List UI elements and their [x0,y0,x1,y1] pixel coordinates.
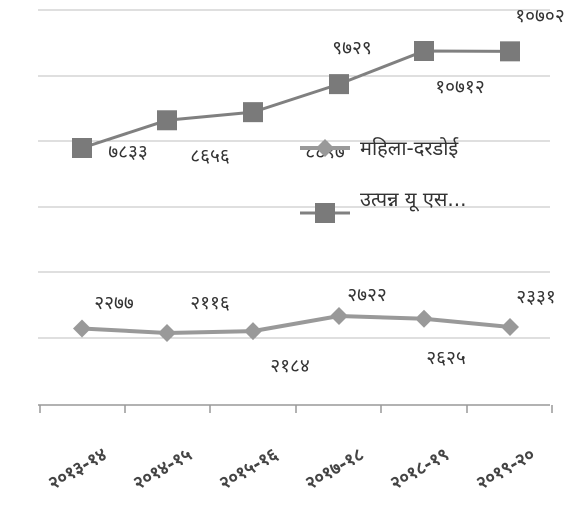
x-tick-label: २०१३-१४ [45,444,111,494]
data-point-square [414,41,434,61]
series-line-income [81,49,511,150]
series-layer [72,41,520,342]
data-point-square [329,74,349,95]
data-label: २६२५ [426,347,466,369]
data-point-diamond [244,322,262,341]
data-point-square [72,138,92,158]
legend-label-income: उत्पन्न यू एस... [360,187,467,212]
data-label: २१८४ [270,355,310,377]
data-point-square [500,41,520,62]
legend: महिला-दरडोई उत्पन्न यू एस... [300,136,467,223]
data-point-square [243,102,263,123]
data-point-square [157,110,177,131]
data-label: २११६ [190,292,230,314]
data-label: २७२२ [347,284,387,306]
x-tick-label: २०१५-१६ [216,444,282,494]
data-point-diamond [415,309,433,328]
x-axis: २०१३-१४ २०१४-१५ २०१५-१६ २०१७-१८ २०१८-१९ २०१९-… [38,404,553,494]
series-line-women [81,313,511,336]
x-tick-label: २०१९-२० [473,444,539,494]
data-point-diamond [158,324,176,342]
data-label: ८६५६ [190,145,230,167]
data-label: १०७०२ [515,5,564,27]
legend-swatch-diamond [316,139,334,157]
data-point-diamond [73,319,91,338]
data-label: २३३१ [516,286,556,308]
x-tick-label: २०१४-१५ [130,444,196,494]
data-point-diamond [330,307,348,325]
data-label: ९७२९ [332,37,372,59]
data-label: ७८३३ [108,141,148,163]
legend-swatch-square [315,203,335,223]
data-label: १०७१२ [435,76,484,98]
data-point-diamond [501,317,519,336]
x-tick-label: २०१८-१९ [387,444,453,494]
legend-label-women: महिला-दरडोई [360,136,459,160]
x-tick-label: २०१७-१८ [302,444,368,494]
data-labels: ७८३३८६५६८८९७९७२९१०७१२१०७०२२२७७२११६२१८४२७… [94,5,564,377]
gridlines [38,9,550,339]
data-label: २२७७ [94,292,134,314]
